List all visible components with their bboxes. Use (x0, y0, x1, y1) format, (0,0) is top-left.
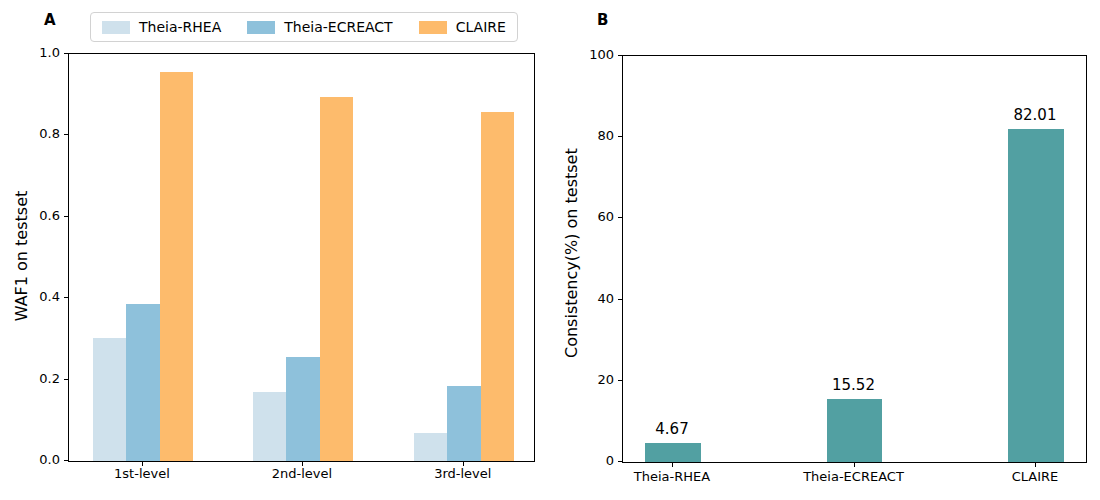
y-tick-label: 0.2 (10, 371, 60, 387)
y-tick-label: 0.4 (10, 289, 60, 305)
y-tick-mark (64, 216, 68, 217)
bar-theia-ecreact (827, 399, 882, 462)
bar-claire-1st-level (160, 72, 193, 461)
bar-theia-ecreact-1st-level (126, 304, 159, 461)
bar-theia-rhea-2nd-level (253, 392, 286, 461)
y-tick-mark (618, 217, 622, 218)
y-tick-mark (618, 55, 622, 56)
y-tick-mark (64, 134, 68, 135)
bar-value-label-theia-rhea: 4.67 (632, 420, 712, 438)
y-tick-label: 100 (564, 47, 614, 63)
y-tick-mark (64, 379, 68, 380)
panel-b-label: B (597, 11, 608, 29)
y-tick-mark (64, 460, 68, 461)
x-tick-label-theia-rhea: Theia-RHEA (597, 469, 747, 485)
legend-color-patch-theia-rhea (102, 21, 130, 34)
bar-value-label-claire: 82.01 (995, 106, 1075, 124)
bar-theia-rhea-3rd-level (414, 433, 447, 461)
y-tick-mark (64, 53, 68, 54)
y-tick-label: 20 (564, 372, 614, 388)
x-tick-mark (854, 463, 855, 467)
legend-entry-theia-rhea: Theia-RHEA (102, 19, 221, 35)
x-tick-label-1st-level: 1st-level (67, 466, 217, 482)
panel-a-y-axis-label: WAF1 on testset (12, 156, 32, 356)
legend-color-patch-claire (419, 21, 447, 34)
figure: A Theia-RHEA Theia-ECREACT CLAIRE WAF1 on … (0, 0, 1100, 500)
bar-claire-2nd-level (320, 97, 353, 461)
legend-label: Theia-RHEA (139, 19, 221, 35)
bar-claire (1008, 129, 1063, 462)
y-tick-label: 1.0 (10, 45, 60, 61)
bar-value-label-theia-ecreact: 15.52 (814, 376, 894, 394)
y-tick-mark (64, 297, 68, 298)
x-tick-mark (672, 463, 673, 467)
legend-label: CLAIRE (456, 19, 506, 35)
y-tick-label: 0.6 (10, 208, 60, 224)
panel-a-label: A (44, 11, 56, 29)
panel-a-plot-area (68, 53, 535, 462)
legend: Theia-RHEA Theia-ECREACT CLAIRE (90, 12, 518, 42)
y-tick-label: 0.8 (10, 126, 60, 142)
x-tick-label-2nd-level: 2nd-level (227, 466, 377, 482)
y-tick-label: 0.0 (10, 452, 60, 468)
legend-entry-claire: CLAIRE (419, 19, 506, 35)
bar-theia-rhea (645, 443, 700, 462)
y-tick-mark (618, 299, 622, 300)
y-tick-label: 40 (564, 291, 614, 307)
bar-claire-3rd-level (481, 112, 514, 461)
y-tick-mark (618, 380, 622, 381)
panel-b-y-axis-label: Consistency(%) on testset (562, 158, 582, 358)
legend-entry-theia-ecreact: Theia-ECREACT (247, 19, 392, 35)
x-tick-label-theia-ecreact: Theia-ECREACT (779, 469, 929, 485)
x-tick-label-3rd-level: 3rd-level (388, 466, 538, 482)
y-tick-mark (618, 461, 622, 462)
x-tick-label-claire: CLAIRE (960, 469, 1100, 485)
bar-theia-rhea-1st-level (93, 338, 126, 461)
legend-label: Theia-ECREACT (284, 19, 392, 35)
y-tick-label: 80 (564, 128, 614, 144)
y-tick-label: 0 (564, 453, 614, 469)
bar-theia-ecreact-2nd-level (286, 357, 319, 461)
y-tick-label: 60 (564, 209, 614, 225)
y-tick-mark (618, 136, 622, 137)
bar-theia-ecreact-3rd-level (447, 386, 480, 461)
x-tick-mark (1035, 463, 1036, 467)
legend-color-patch-theia-ecreact (247, 21, 275, 34)
